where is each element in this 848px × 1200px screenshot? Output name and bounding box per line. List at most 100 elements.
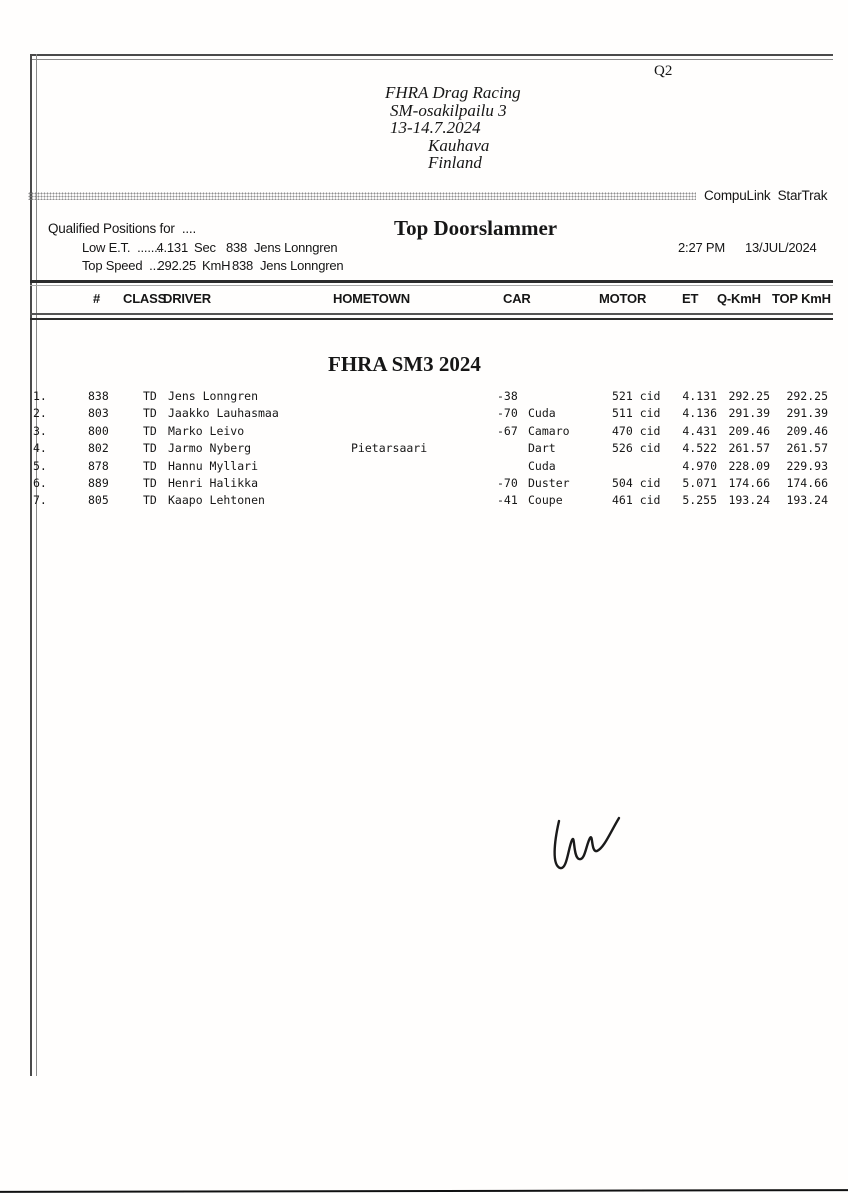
- cell-class: TD: [143, 389, 157, 403]
- col-header-position: #: [93, 291, 101, 306]
- print-time: 2:27 PM: [678, 240, 726, 255]
- cell-motor: 526 cid: [612, 441, 661, 456]
- cell-car-year: -67: [497, 423, 518, 438]
- cell-topkmh: 209.46: [786, 423, 828, 438]
- top-speed-driver: Jens Lonngren: [260, 258, 344, 273]
- event-country: Finland: [428, 153, 482, 172]
- cell-et: 4.431: [682, 423, 717, 438]
- cell-class: TD: [143, 423, 157, 438]
- section-title: FHRA SM3 2024: [328, 352, 481, 376]
- cell-car-model: Coupe: [528, 493, 563, 508]
- cell-topkmh: 292.25: [786, 389, 828, 403]
- cell-topkmh: 193.24: [786, 493, 828, 508]
- cell-qkmh: 228.09: [728, 458, 770, 473]
- handwritten-signature-mark: [553, 816, 621, 870]
- table-row: 4. 802 TD Jarmo Nyberg Pietarsaari Dart …: [0, 441, 848, 458]
- cell-driver: Hannu Myllari: [168, 458, 259, 473]
- cell-car-model: Dart: [528, 441, 556, 456]
- cell-class: TD: [143, 458, 157, 473]
- cell-qkmh: 193.24: [728, 493, 770, 508]
- print-date: 13/JUL/2024: [745, 240, 817, 255]
- cell-qkmh: 292.25: [728, 389, 770, 403]
- cell-car-model: Cuda: [528, 406, 556, 421]
- table-row: 2. 803 TD Jaakko Lauhasmaa -70 Cuda 511 …: [0, 406, 848, 423]
- table-row: 7. 805 TD Kaapo Lehtonen -41 Coupe 461 c…: [0, 493, 848, 510]
- cell-driver: Jarmo Nyberg: [168, 441, 252, 456]
- cell-qkmh: 261.57: [728, 441, 770, 456]
- col-header-qkmh: Q-KmH: [717, 291, 761, 306]
- page-frame-left-border: [30, 54, 37, 1076]
- cell-driver: Jens Lonngren: [168, 389, 259, 403]
- cell-driver: Jaakko Lauhasmaa: [168, 406, 279, 421]
- cell-driver: Marko Leivo: [168, 423, 245, 438]
- cell-rank: 4.: [33, 441, 47, 456]
- event-dates: 13-14.7.2024: [390, 118, 481, 137]
- event-subtitle: SM-osakilpailu 3: [390, 101, 507, 120]
- cell-car-year: -41: [497, 493, 518, 508]
- cell-car-year: -38: [497, 389, 518, 403]
- cell-qkmh: 174.66: [728, 475, 770, 490]
- col-header-motor: MOTOR: [599, 291, 647, 306]
- col-header-driver: DRIVER: [163, 291, 211, 306]
- cell-car-model: Duster: [528, 475, 570, 490]
- table-row: 6. 889 TD Henri Halikka -70 Duster 504 c…: [0, 476, 848, 493]
- cell-rank: 6.: [33, 475, 47, 490]
- cell-rank: 5.: [33, 458, 47, 473]
- col-header-class: CLASS: [123, 291, 167, 306]
- event-title: FHRA Drag Racing: [385, 83, 521, 102]
- low-et-value: 4.131: [156, 240, 188, 255]
- cell-rank: 7.: [33, 493, 47, 508]
- cell-rank: 2.: [33, 406, 47, 421]
- low-et-label: Low E.T. .......: [82, 240, 161, 255]
- qualified-positions-heading: Qualified Positions for ....: [48, 221, 197, 236]
- cell-motor: 511 cid: [612, 406, 661, 421]
- cell-topkmh: 229.93: [786, 458, 828, 473]
- cell-et: 4.131: [682, 389, 717, 403]
- low-et-car: 838: [226, 240, 248, 255]
- page-frame-top-border: [30, 54, 833, 60]
- event-city: Kauhava: [428, 136, 490, 155]
- col-header-et: ET: [682, 291, 699, 306]
- scan-edge-line: [0, 1189, 848, 1193]
- cell-driver: Henri Halikka: [168, 475, 259, 490]
- col-header-hometown: HOMETOWN: [333, 291, 410, 306]
- top-speed-label: Top Speed ...: [82, 258, 160, 273]
- timing-brand: CompuLink StarTrak: [704, 188, 828, 203]
- cell-car-number: 838: [88, 389, 109, 403]
- cell-class: TD: [143, 475, 157, 490]
- cell-rank: 1.: [33, 389, 47, 403]
- top-speed-value: 292.25: [157, 258, 196, 273]
- cell-motor: 461 cid: [612, 493, 661, 508]
- table-row: 1. 838 TD Jens Lonngren -38 521 cid 4.13…: [0, 389, 848, 406]
- table-header-row: # CLASS DRIVER HOMETOWN CAR MOTOR ET Q-K…: [0, 291, 848, 306]
- cell-car-year: -70: [497, 475, 518, 490]
- cell-car-number: 802: [88, 441, 109, 456]
- cell-et: 5.071: [682, 475, 717, 490]
- cell-car-number: 800: [88, 423, 109, 438]
- results-table: 1. 838 TD Jens Lonngren -38 521 cid 4.13…: [0, 389, 848, 511]
- cell-rank: 3.: [33, 423, 47, 438]
- cell-class: TD: [143, 441, 157, 456]
- cell-car-number: 878: [88, 458, 109, 473]
- cell-car-year: -70: [497, 406, 518, 421]
- dotted-divider: [28, 192, 696, 200]
- cell-et: 4.970: [682, 458, 717, 473]
- cell-topkmh: 174.66: [786, 475, 828, 490]
- cell-et: 4.522: [682, 441, 717, 456]
- cell-hometown: Pietarsaari: [351, 441, 428, 456]
- low-et-unit: Sec: [194, 240, 216, 255]
- cell-car-number: 803: [88, 406, 109, 421]
- top-speed-car: 838: [232, 258, 254, 273]
- col-header-car: CAR: [503, 291, 531, 306]
- table-header-top-rule: [30, 280, 833, 286]
- col-header-topkmh: TOP KmH: [772, 291, 831, 306]
- session-label: Q2: [654, 63, 673, 79]
- cell-motor: 521 cid: [612, 389, 661, 403]
- cell-motor: 504 cid: [612, 475, 661, 490]
- cell-topkmh: 261.57: [786, 441, 828, 456]
- cell-car-model: Cuda: [528, 458, 556, 473]
- cell-driver: Kaapo Lehtonen: [168, 493, 265, 508]
- low-et-driver: Jens Lonngren: [254, 240, 338, 255]
- table-row: 5. 878 TD Hannu Myllari Cuda 4.970 228.0…: [0, 459, 848, 476]
